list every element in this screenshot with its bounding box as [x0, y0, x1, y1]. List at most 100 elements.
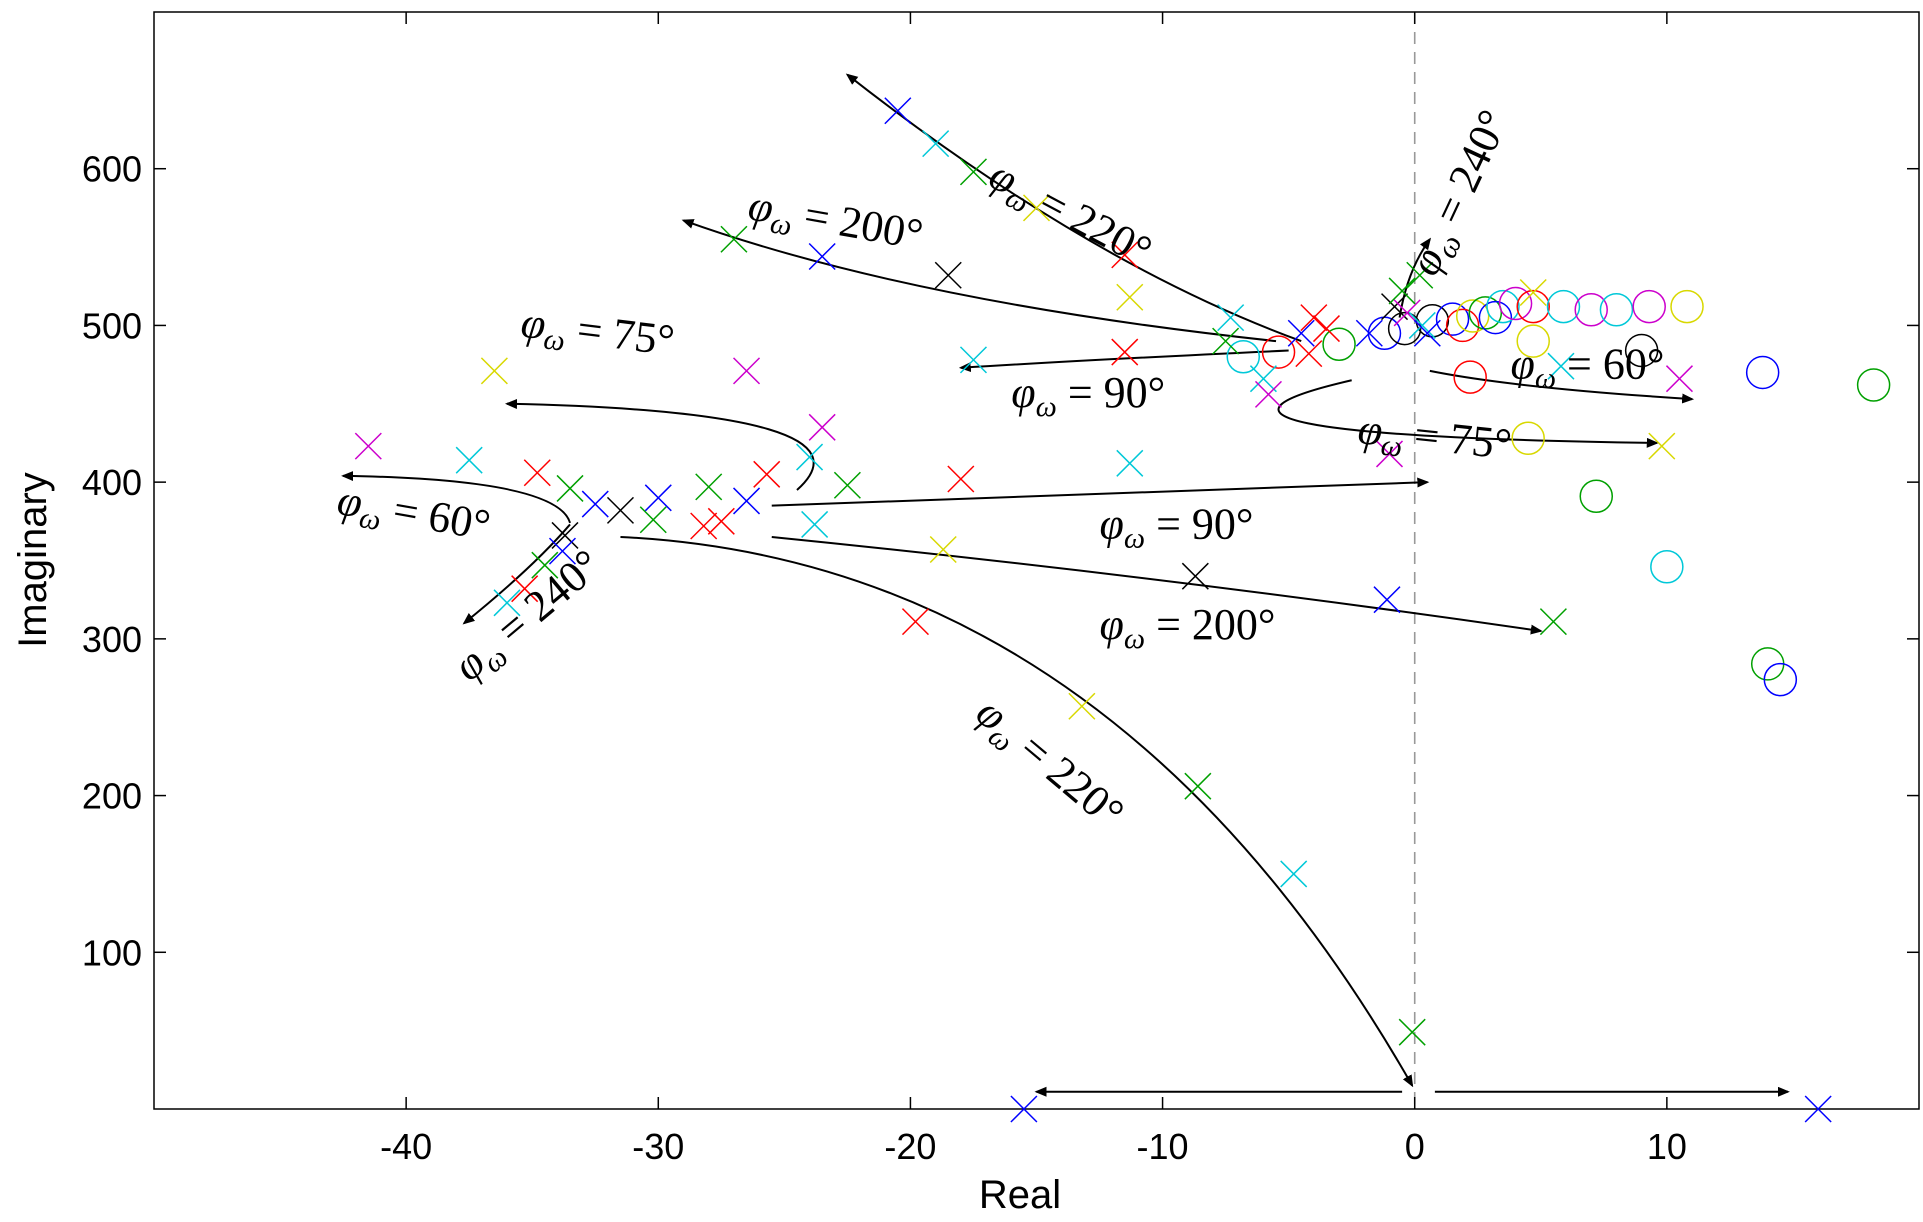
pole-marker: [1295, 340, 1323, 368]
phase-annotation: φω = 75°: [1355, 404, 1514, 475]
zero-marker: [1763, 662, 1798, 697]
zero-marker: [1498, 286, 1533, 321]
y-tick-label: 300: [82, 619, 142, 660]
pole-marker: [511, 575, 539, 603]
y-tick-label: 100: [82, 932, 142, 973]
pole-marker: [556, 474, 584, 502]
x-tick-label: 0: [1405, 1126, 1425, 1167]
zero-marker: [1650, 550, 1684, 584]
zero-marker: [1486, 289, 1520, 324]
trajectory-arrows: [341, 73, 1790, 1097]
pole-marker: [1116, 449, 1144, 477]
pole-marker: [1413, 319, 1441, 347]
y-tick-label: 200: [82, 776, 142, 817]
pole-marker: [1212, 327, 1240, 355]
zero-marker: [1856, 368, 1891, 402]
zero-marker: [1226, 340, 1261, 374]
pole-marker: [922, 130, 950, 158]
pole-marker: [1068, 692, 1096, 720]
zero-marker: [1516, 324, 1550, 358]
zero-marker: [1261, 335, 1296, 369]
pole-marker: [1254, 380, 1283, 408]
zero-marker: [1670, 289, 1704, 324]
x-tick-label: -40: [380, 1126, 432, 1167]
pole-marker: [1388, 277, 1416, 305]
pole-marker: [581, 490, 609, 518]
pole-marker: [833, 471, 861, 499]
pole-marker: [1111, 338, 1139, 366]
pole-marker: [1381, 293, 1409, 321]
pole-marker: [523, 459, 551, 487]
zero-marker: [1455, 299, 1490, 333]
pole-marker: [695, 473, 723, 501]
zero-marker: [1632, 289, 1666, 324]
pole-marker: [1010, 1095, 1038, 1123]
pole-marker: [1665, 365, 1693, 393]
y-axis-ticks: 100 200 300 400 500 600: [82, 149, 1919, 973]
pole-marker: [1547, 352, 1575, 380]
trajectory-arrow: [341, 471, 571, 524]
zero-marker: [1579, 479, 1614, 513]
pole-marker: [1300, 304, 1328, 332]
pole-marker: [1804, 1095, 1832, 1123]
y-tick-label: 500: [82, 305, 142, 346]
zero-marker: [1624, 333, 1659, 368]
pole-marker: [796, 443, 824, 471]
y-tick-label: 400: [82, 462, 142, 503]
pole-marker: [1111, 241, 1139, 269]
pole-marker: [1249, 365, 1277, 393]
pole-marker: [531, 551, 559, 579]
zero-marker: [1435, 302, 1470, 336]
phase-annotation: φω = 90°: [1100, 500, 1254, 555]
pole-marker: [733, 357, 761, 385]
pole-marker: [1287, 319, 1315, 347]
trajectory-arrow: [1398, 237, 1432, 318]
trajectory-arrow: [845, 73, 1302, 343]
phase-annotation: φω = 200°: [1100, 600, 1276, 655]
zero-marker: [1516, 289, 1550, 324]
phase-annotation: φω = 60°: [1511, 340, 1665, 395]
zero-marker: [1599, 293, 1634, 327]
x-tick-label: -10: [1137, 1126, 1189, 1167]
pole-marker: [753, 460, 781, 488]
pole-marker: [1280, 860, 1308, 888]
pole-marker: [1398, 1018, 1426, 1046]
pole-marker: [1408, 311, 1436, 339]
trajectory-arrow: [462, 523, 571, 625]
pole-marker: [808, 242, 836, 271]
pole-marker: [354, 432, 382, 460]
trajectory-arrow: [771, 477, 1430, 507]
pole-marker: [707, 507, 735, 535]
zero-marker: [1322, 327, 1356, 361]
pole-marker: [690, 512, 718, 540]
pole-marker: [1648, 432, 1676, 460]
plot-area: [153, 11, 1920, 1110]
pole-marker: [606, 496, 634, 524]
trajectory-arrow: [771, 535, 1543, 635]
trajectory-arrow: [1277, 379, 1659, 448]
zero-marker: [1468, 296, 1503, 330]
pole-marker: [1116, 283, 1144, 311]
pole-marker: [959, 158, 987, 186]
trajectory-arrow: [620, 535, 1414, 1088]
pole-marker: [493, 589, 521, 617]
phase-annotation: φω = 90°: [1011, 368, 1165, 423]
zero-marker: [1453, 360, 1487, 394]
zero-marker: [1387, 311, 1422, 346]
zero-marker: [1511, 421, 1545, 456]
x-tick-label: -20: [884, 1126, 936, 1167]
pole-marker: [934, 261, 962, 289]
pole-marker: [639, 506, 667, 534]
zero-marker: [1415, 303, 1450, 338]
pole-marker: [901, 608, 930, 636]
pole-marker: [1312, 315, 1340, 343]
trajectory-arrow: [1429, 369, 1695, 404]
y-tick-label: 600: [82, 149, 142, 190]
pole-marker: [1406, 261, 1434, 289]
pole-marker: [720, 225, 748, 253]
pole-marker: [1355, 319, 1383, 347]
pole-marker: [548, 537, 577, 565]
pole-marker: [929, 535, 957, 564]
pole-marker: [1375, 440, 1404, 468]
